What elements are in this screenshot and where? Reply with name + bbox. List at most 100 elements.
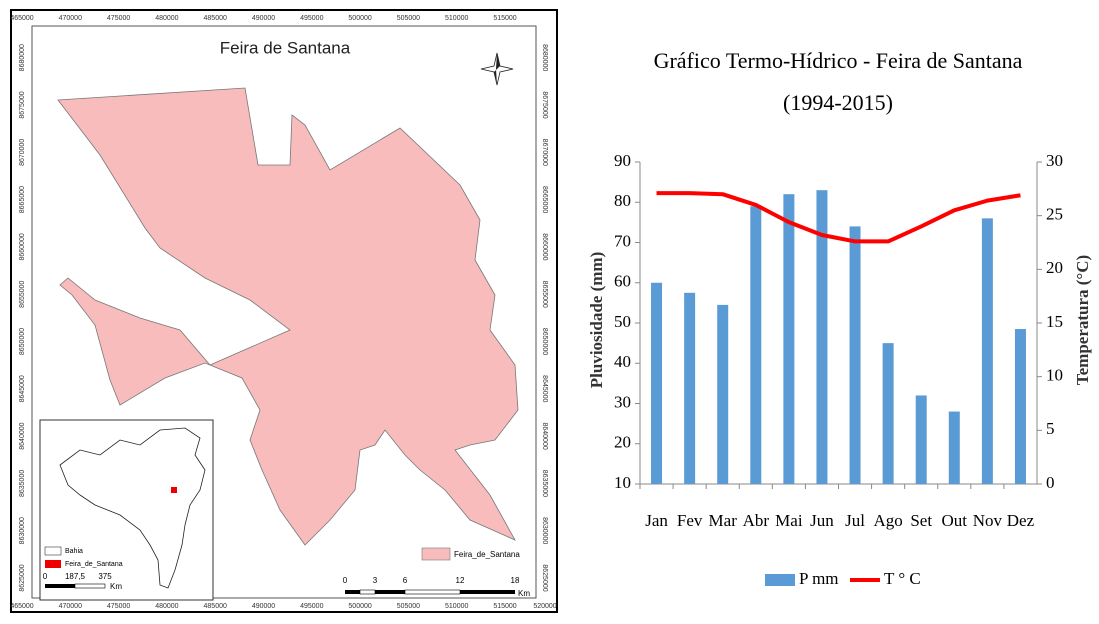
x-tick-label: Jun [810,511,834,530]
x-coord-label: 510000 [445,15,468,22]
bar [717,304,729,484]
y-tick-label: 30 [614,392,631,411]
chart-title: Gráfico Termo-Hídrico - Feira de Santana [654,48,1023,73]
x-coord-label: 480000 [155,15,178,22]
y2-tick-label: 10 [1046,366,1063,385]
x-tick-label: Mai [775,511,803,530]
y-tick-label: 40 [614,352,631,371]
y-coord-label: 8660000 [19,233,26,260]
bar [1014,329,1026,484]
inset-scale-label: 187,5 [65,572,86,581]
y-coord-label: 8645000 [19,375,26,402]
y-tick-label: 50 [614,312,631,331]
map-frame [31,25,537,599]
y-coord-label: 8660000 [541,233,548,260]
y-coord-label: 8635000 [19,470,26,497]
y2-tick-label: 25 [1046,205,1063,224]
y-coord-label: 8655000 [19,280,26,307]
inset-scale-bar [45,584,75,588]
scale-label: 6 [403,576,408,585]
x-tick-label: Out [942,511,968,530]
y-coord-label: 8665000 [541,186,548,213]
legend-label: Feira_de_Santana [454,550,520,559]
bar [783,194,795,484]
y-tick-label: 90 [614,151,631,170]
x-coord-label: 500000 [348,603,371,610]
y-coord-label: 8670000 [19,139,26,166]
x-coord-label: 480000 [155,603,178,610]
x-coord-label: 500000 [348,15,371,22]
y-coord-label: 8650000 [541,328,548,355]
bar [948,411,960,484]
bar [651,282,663,484]
y-coord-label: 8640000 [19,422,26,449]
x-coord-label: 470000 [59,603,82,610]
inset-scale-unit: Km [110,582,122,591]
scale-bar [345,589,515,595]
bar [816,190,828,485]
bar [981,218,993,484]
y2-tick-label: 30 [1046,151,1063,170]
x-coord-label: 505000 [397,15,420,22]
x-coord-label: 490000 [252,603,275,610]
bar [849,226,861,484]
x-coord-label: 475000 [107,15,130,22]
y-coord-label: 8640000 [541,422,548,449]
legend-label: T ° C [884,569,921,588]
inset-scale-label: 0 [43,572,48,581]
compass [480,52,514,86]
inset-highlight [171,487,177,493]
municipality [57,87,519,546]
y-coord-label: 8670000 [541,139,548,166]
inset-scale-bar [74,583,106,589]
y2-tick-label: 20 [1046,258,1063,277]
y-coord-label: 8645000 [541,375,548,402]
y-coord-label: 8650000 [19,328,26,355]
inset-legend-label: Feira_de_Santana [65,561,123,568]
x-coord-label: 490000 [252,15,275,22]
y-tick-label: 20 [614,433,631,452]
bahia-outline [59,427,206,589]
y2-axis-label: Temperatura (°C) [1073,255,1092,385]
x-tick-label: Abr [743,511,770,530]
x-tick-label: Ago [873,511,902,530]
y-tick-label: 10 [614,473,631,492]
y-coord-label: 8675000 [19,91,26,118]
x-coord-label: 515000 [493,15,516,22]
temperature-line [656,191,1021,244]
x-coord-label: 475000 [107,603,130,610]
inset-scale-label: 375 [98,572,112,581]
y-coord-label: 8630000 [541,517,548,544]
inset-legend-swatch [44,546,62,556]
x-tick-label: Jul [845,511,865,530]
y-coord-label: 8655000 [541,281,548,308]
x-coord-label: 485000 [204,15,227,22]
x-coord-label: 505000 [397,603,420,610]
y-coord-label: 8635000 [541,470,548,497]
inset-legend-label: Bahia [65,548,83,555]
x-tick-label: Dez [1007,511,1035,530]
x-coord-label: 465000 [10,15,33,22]
x-coord-label: 515000 [493,603,516,610]
legend-swatch [421,547,451,561]
x-coord-label: 470000 [59,15,82,22]
x-coord-label: 485000 [204,603,227,610]
y2-tick-label: 5 [1046,419,1055,438]
chart-subtitle: (1994-2015) [783,90,893,115]
x-tick-label: Nov [973,511,1003,530]
y-coord-label: 8625000 [19,564,26,591]
x-coord-label: 495000 [300,603,323,610]
x-tick-label: Mar [709,511,738,530]
bar [684,292,696,484]
y-coord-label: 8680000 [541,44,548,71]
y-tick-label: 80 [614,191,631,210]
y-coord-label: 8665000 [19,186,26,213]
y2-tick-label: 15 [1046,312,1063,331]
x-coord-label: 495000 [300,15,323,22]
y-tick-label: 70 [614,231,631,250]
map-title: Feira de Santana [220,38,351,57]
x-tick-label: Fev [677,511,703,530]
bar [750,206,762,484]
